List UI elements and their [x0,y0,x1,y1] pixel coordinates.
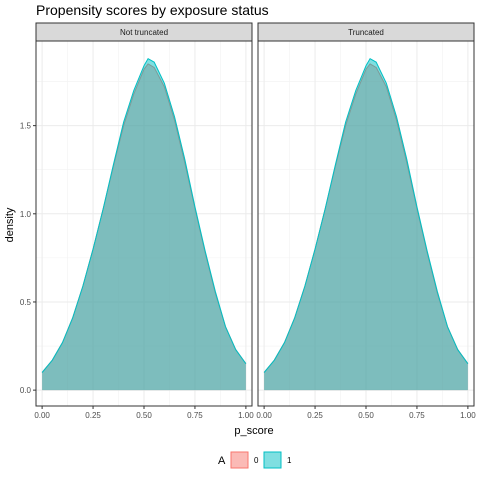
density-area-1 [42,58,246,391]
x-tick-label: 0.50 [358,411,374,420]
x-axis-label: p_score [234,425,273,437]
legend-label-0: 0 [254,456,259,465]
y-tick-label: 0.5 [20,298,32,307]
y-tick-label: 1.0 [20,210,32,219]
x-tick-label: 0.25 [85,411,101,420]
legend-key-1 [263,451,282,469]
legend-title: A [218,455,226,467]
legend-key-0 [230,451,249,469]
density-area-1 [264,58,468,391]
x-tick-label: 1.00 [460,411,476,420]
x-tick-label: 0.00 [34,411,50,420]
x-tick-label: 0.25 [307,411,323,420]
facet-strip-label: Truncated [348,28,384,37]
x-tick-label: 0.50 [136,411,152,420]
density-line-1 [263,57,469,373]
y-tick-label: 1.5 [20,122,32,131]
legend-label-1: 1 [287,456,292,465]
facet-panel: Not truncated 0.00 0.25 0.50 0.75 1.00 0.0 0.5 1… [20,22,254,420]
x-tick-label: 0.00 [256,411,272,420]
chart-title: Propensity scores by exposure status [36,2,269,18]
x-tick-label: 0.75 [187,411,203,420]
y-tick-label: 0.0 [20,386,32,395]
density-line-1 [41,57,247,373]
y-axis-label: density [4,207,16,242]
legend: A 0 1 [218,451,292,469]
x-tick-label: 1.00 [238,411,254,420]
facet-panels: Not truncated 0.00 0.25 0.50 0.75 1.00 0.0 0.5 1… [20,22,476,420]
facet-strip-label: Not truncated [120,28,168,37]
x-tick-label: 0.75 [409,411,425,420]
facet-panel: Truncated 0.00 0.25 0.50 0.75 1.00 [256,22,476,420]
